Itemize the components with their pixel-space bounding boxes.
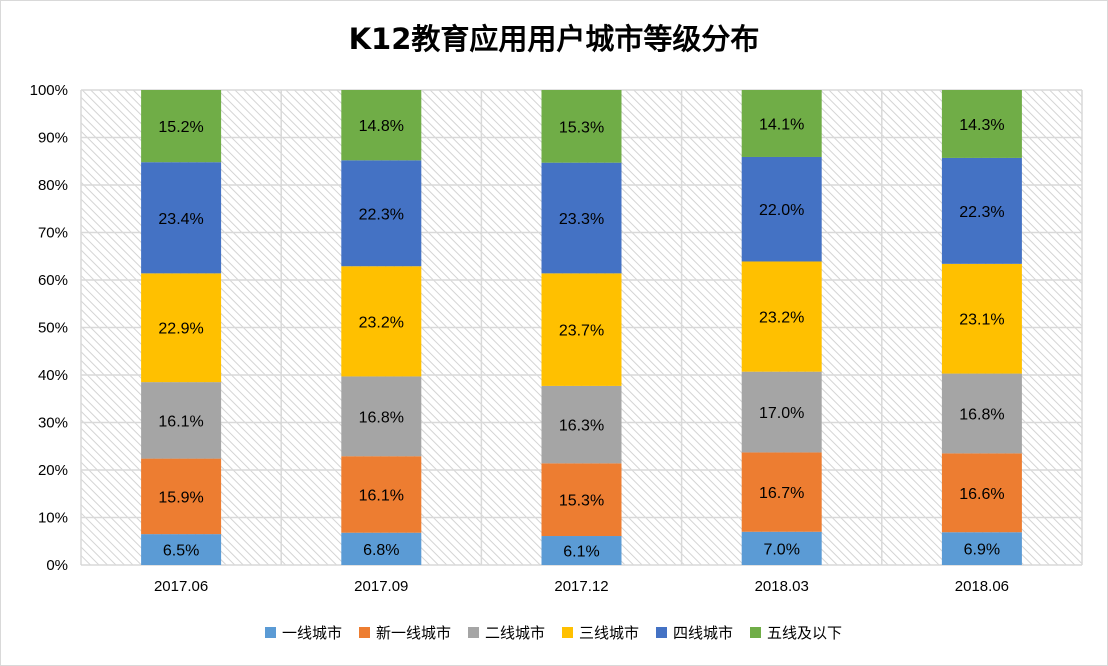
data-label: 16.8% <box>359 409 404 426</box>
x-tick-label: 2017.06 <box>154 578 208 595</box>
data-label: 22.3% <box>359 206 404 223</box>
data-label: 23.3% <box>559 211 604 228</box>
data-label: 6.9% <box>964 542 1000 559</box>
bar-segment <box>541 273 622 386</box>
y-tick-label: 50% <box>38 320 68 337</box>
bar-segment <box>741 531 822 565</box>
legend-swatch <box>468 627 479 638</box>
legend-label: 四线城市 <box>673 624 733 642</box>
bar-segment <box>141 162 222 274</box>
bar-segment <box>141 458 222 535</box>
bar-segment <box>941 90 1022 158</box>
data-label: 16.7% <box>759 485 804 502</box>
data-label: 6.1% <box>563 544 599 561</box>
y-tick-label: 100% <box>30 82 68 99</box>
bar-segment <box>341 160 422 267</box>
data-label: 7.0% <box>763 541 799 558</box>
data-label: 22.0% <box>759 202 804 219</box>
y-tick-label: 80% <box>38 177 68 194</box>
bar-segment <box>941 373 1022 454</box>
chart-title: K12教育应用用户城市等级分布 <box>348 22 760 56</box>
y-tick-label: 10% <box>38 510 68 527</box>
data-label: 16.8% <box>959 406 1004 423</box>
legend-swatch <box>359 627 370 638</box>
data-label: 15.2% <box>158 119 203 136</box>
data-label: 22.9% <box>158 321 203 338</box>
bar-segment <box>941 532 1022 565</box>
bar-segment <box>341 376 422 457</box>
bar-segment <box>341 266 422 377</box>
bar-segment <box>941 157 1022 264</box>
data-label: 23.4% <box>158 211 203 228</box>
data-label: 23.2% <box>759 310 804 327</box>
data-label: 22.3% <box>959 204 1004 221</box>
data-label: 23.7% <box>559 323 604 340</box>
bar-segment <box>741 90 822 157</box>
x-tick-label: 2018.06 <box>955 578 1009 595</box>
legend-swatch <box>265 627 276 638</box>
legend-label: 三线城市 <box>579 624 639 642</box>
data-label: 16.1% <box>359 487 404 504</box>
bar-segment <box>541 162 622 274</box>
bar-segment <box>541 385 622 464</box>
y-tick-label: 20% <box>38 462 68 479</box>
data-label: 6.8% <box>363 542 399 559</box>
bar-segment <box>741 452 822 532</box>
bar-segment <box>941 453 1022 533</box>
y-tick-label: 70% <box>38 225 68 242</box>
legend-swatch <box>656 627 667 638</box>
x-tick-label: 2017.09 <box>354 578 408 595</box>
bar-segment <box>141 382 222 459</box>
legend-label: 二线城市 <box>485 624 545 642</box>
x-tick-label: 2018.03 <box>755 578 809 595</box>
data-label: 15.3% <box>559 119 604 136</box>
data-label: 16.3% <box>559 418 604 435</box>
data-label: 17.0% <box>759 405 804 422</box>
bar-segment <box>941 263 1022 374</box>
data-label: 15.3% <box>559 493 604 510</box>
bar-segment <box>341 532 422 565</box>
bar-segment <box>541 536 622 565</box>
data-label: 16.1% <box>158 413 203 430</box>
bar-segment <box>341 456 422 533</box>
bar-segment <box>741 156 822 262</box>
data-label: 14.8% <box>359 118 404 135</box>
bar-segment <box>141 534 222 565</box>
bar-segment <box>141 90 222 163</box>
legend-label: 新一线城市 <box>376 624 451 642</box>
data-label: 15.9% <box>158 489 203 506</box>
bar-segment <box>141 273 222 383</box>
legend-swatch <box>562 627 573 638</box>
y-tick-label: 0% <box>46 557 68 574</box>
x-tick-label: 2017.12 <box>554 578 608 595</box>
bar-segment <box>741 371 822 453</box>
y-tick-label: 30% <box>38 415 68 432</box>
data-label: 23.1% <box>959 312 1004 329</box>
bar-segment <box>341 90 422 161</box>
data-label: 16.6% <box>959 486 1004 503</box>
data-label: 14.1% <box>759 116 804 133</box>
y-tick-label: 40% <box>38 367 68 384</box>
legend-label: 一线城市 <box>282 624 342 642</box>
legend-label: 五线及以下 <box>767 624 842 642</box>
data-label: 14.3% <box>959 117 1004 134</box>
y-tick-label: 60% <box>38 272 68 289</box>
data-label: 6.5% <box>163 543 199 560</box>
legend-swatch <box>750 627 761 638</box>
bar-segment <box>741 261 822 372</box>
data-label: 23.2% <box>359 314 404 331</box>
bar-segment <box>541 463 622 537</box>
y-tick-label: 90% <box>38 130 68 147</box>
bar-segment <box>541 90 622 163</box>
